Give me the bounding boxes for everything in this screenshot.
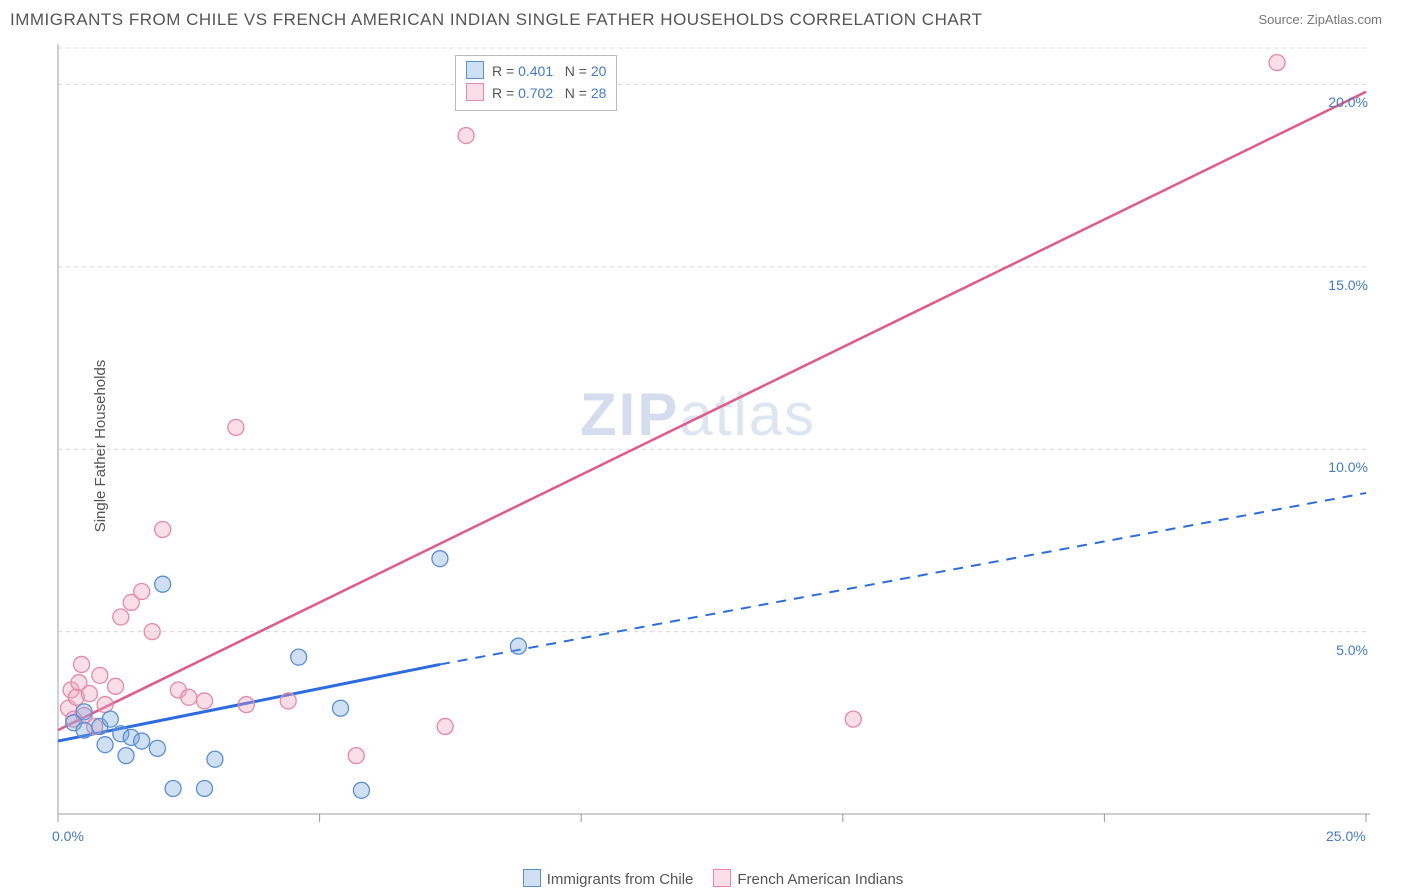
- legend-series-label: Immigrants from Chile: [547, 871, 694, 888]
- legend-swatch: [466, 83, 484, 101]
- legend-swatch: [713, 869, 731, 887]
- legend-row: R = 0.702 N = 28: [466, 82, 606, 104]
- y-tick-label: 15.0%: [1328, 277, 1368, 293]
- y-tick-label: 20.0%: [1328, 94, 1368, 110]
- scatter-chart: [0, 0, 1406, 892]
- series-legend: Immigrants from Chile French American Ind…: [0, 869, 1406, 888]
- legend-series-label: French American Indians: [737, 871, 903, 888]
- legend-n-value: 20: [591, 63, 607, 79]
- legend-swatch: [523, 869, 541, 887]
- legend-swatch: [466, 61, 484, 79]
- x-tick-label: 25.0%: [1326, 828, 1366, 844]
- x-tick-label: 0.0%: [52, 828, 84, 844]
- correlation-legend: R = 0.401 N = 20R = 0.702 N = 28: [455, 55, 617, 111]
- y-tick-label: 10.0%: [1328, 459, 1368, 475]
- legend-r-value: 0.702: [518, 85, 553, 101]
- y-tick-label: 5.0%: [1336, 642, 1368, 658]
- legend-n-value: 28: [591, 85, 607, 101]
- legend-row: R = 0.401 N = 20: [466, 60, 606, 82]
- legend-r-value: 0.401: [518, 63, 553, 79]
